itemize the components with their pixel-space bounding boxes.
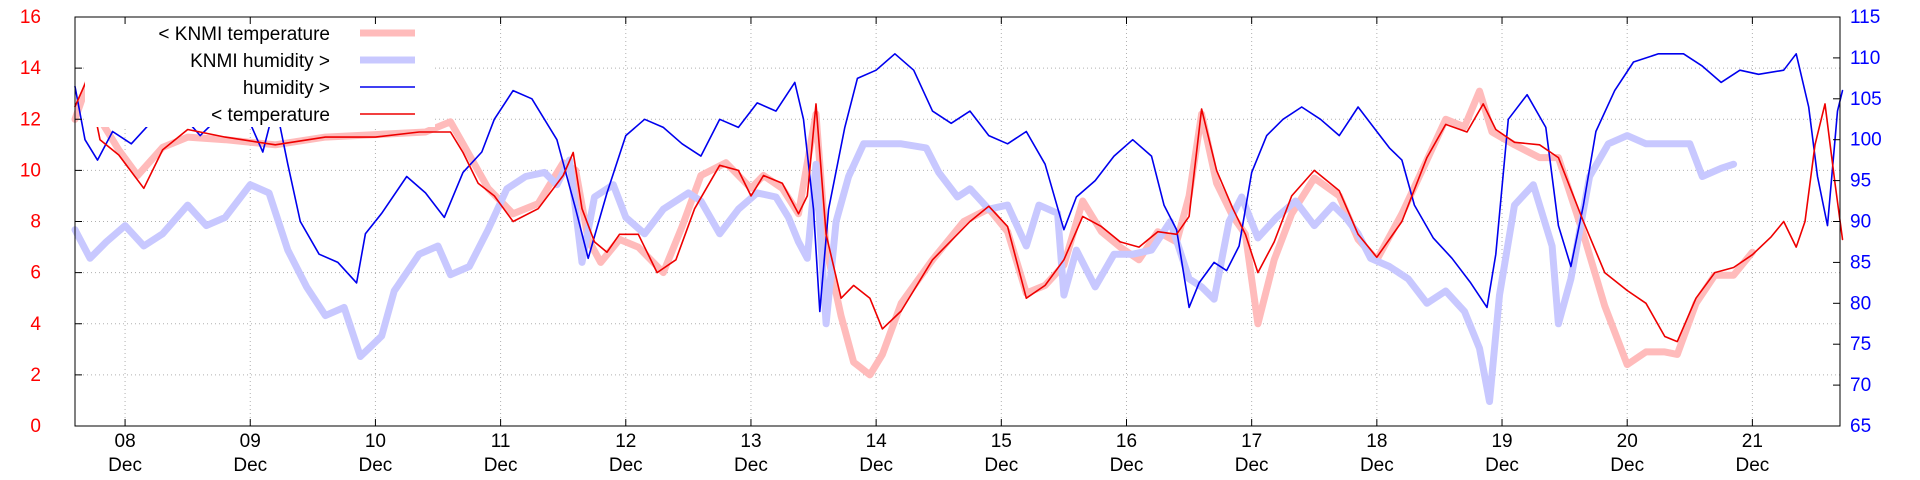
series-line-knmi-humidity xyxy=(71,132,1738,405)
legend-label: KNMI humidity > xyxy=(190,51,330,72)
series-line-humidity xyxy=(74,52,1844,313)
right-axis-tick-label: 65 xyxy=(1850,416,1871,437)
x-axis-tick-label-month: Dec xyxy=(859,455,893,476)
x-axis-tick-label-month: Dec xyxy=(359,455,393,476)
right-axis-tick-label: 105 xyxy=(1850,89,1882,110)
x-axis-tick-label-month: Dec xyxy=(1735,455,1769,476)
x-axis-tick-label-month: Dec xyxy=(233,455,267,476)
x-axis-tick-label-day: 14 xyxy=(866,431,888,452)
right-axis-tick-label: 115 xyxy=(1850,7,1880,28)
x-axis-tick-label-day: 12 xyxy=(615,431,636,452)
x-axis-tick-label-month: Dec xyxy=(984,455,1018,476)
x-axis-tick-label-day: 15 xyxy=(991,431,1012,452)
x-axis-tick-label-month: Dec xyxy=(1485,455,1519,476)
x-axis-tick-label-day: 20 xyxy=(1617,431,1638,452)
x-axis-tick-label-month: Dec xyxy=(734,455,768,476)
x-axis-tick-label-month: Dec xyxy=(1610,455,1644,476)
x-axis-tick-label-day: 17 xyxy=(1241,431,1262,452)
left-axis-tick-label: 4 xyxy=(30,314,41,335)
x-axis-tick-label-month: Dec xyxy=(1110,455,1144,476)
x-axis-tick-label-day: 13 xyxy=(740,431,761,452)
legend: < KNMI temperature KNMI humidity > humidit… xyxy=(158,24,415,126)
series-group xyxy=(71,52,1844,405)
right-axis-tick-label: 80 xyxy=(1850,293,1871,314)
x-axis-tick-label-month: Dec xyxy=(1235,455,1269,476)
right-axis-tick-label: 95 xyxy=(1850,171,1871,192)
x-axis-tick-label-day: 19 xyxy=(1491,431,1512,452)
x-axis-tick-label-day: 21 xyxy=(1742,431,1763,452)
left-axis-tick-label: 14 xyxy=(20,58,42,79)
x-axis-tick-label-day: 11 xyxy=(491,431,511,452)
right-axis-tick-label: 70 xyxy=(1850,375,1871,396)
left-axis-tick-label: 16 xyxy=(20,7,41,28)
left-axis-tick-label: 6 xyxy=(30,263,41,284)
x-axis-tick-label-month: Dec xyxy=(609,455,643,476)
x-axis-tick-label-day: 18 xyxy=(1366,431,1387,452)
right-axis-tick-label: 100 xyxy=(1850,130,1882,151)
legend-background xyxy=(85,19,435,127)
left-axis-tick-label: 2 xyxy=(30,365,41,386)
x-axis-tick-label-day: 10 xyxy=(365,431,386,452)
right-axis-tick-label: 75 xyxy=(1850,334,1871,355)
legend-label: humidity > xyxy=(243,78,330,99)
right-axis-tick-label: 90 xyxy=(1850,212,1871,233)
legend-label: < temperature xyxy=(211,105,330,126)
x-axis-tick-label-day: 09 xyxy=(240,431,261,452)
left-axis-tick-label: 12 xyxy=(20,109,41,130)
right-axis-tick-label: 85 xyxy=(1850,252,1871,273)
x-axis-tick-label-day: 16 xyxy=(1116,431,1137,452)
x-axis-tick-label-month: Dec xyxy=(484,455,518,476)
series-line-temperature xyxy=(74,77,1844,343)
legend-label: < KNMI temperature xyxy=(158,24,330,45)
left-axis-tick-label: 0 xyxy=(30,416,41,437)
x-axis-tick-label-month: Dec xyxy=(1360,455,1394,476)
left-axis-tick-label: 8 xyxy=(30,212,41,233)
left-axis-tick-label: 10 xyxy=(20,160,41,181)
x-axis-tick-label-month: Dec xyxy=(108,455,142,476)
x-axis-tick-label-day: 08 xyxy=(115,431,136,452)
axes: 0 2 4 6 8 10 12 14 16 65 70 75 80 85 90 95 100 105 110 115 0… xyxy=(20,7,1882,476)
right-axis-tick-label: 110 xyxy=(1850,48,1880,69)
